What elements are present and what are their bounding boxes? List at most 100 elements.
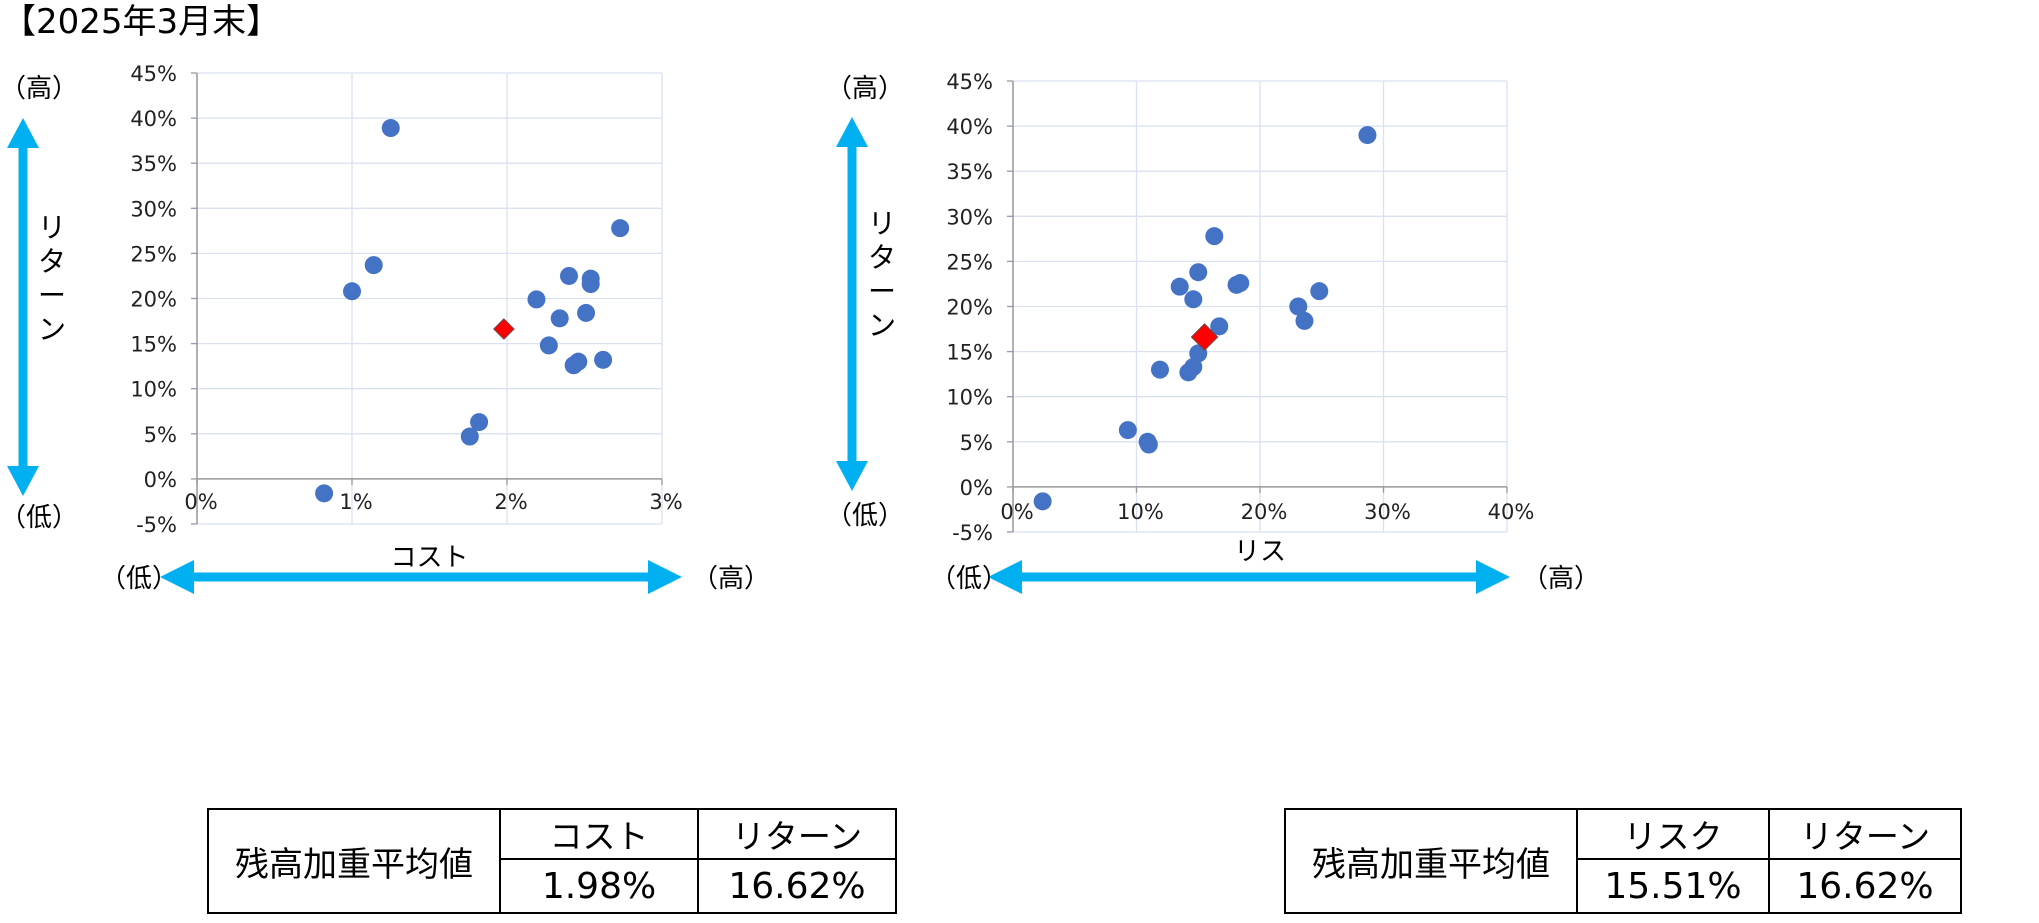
vertical-high-label: （高） [826,74,904,104]
vertical-low-label: （低） [826,501,904,531]
y-tick-label: 5% [960,431,993,455]
arrow-down-icon [836,461,868,491]
x-tick-label: 20% [1241,500,1288,524]
data-point [1150,360,1169,379]
data-point [1033,492,1052,511]
data-point [594,350,613,369]
data-point [1205,227,1224,246]
arrow-up-icon [836,117,868,147]
weighted-average-point [493,318,515,340]
value-cost: 1.98% [499,858,699,914]
page-title: 【2025年3月末】 [2,2,281,42]
y-tick-label: 10% [946,386,993,410]
y-tick-label: 35% [946,160,993,184]
data-point [560,266,578,285]
x-tick-label: 0% [184,490,217,514]
horizontal-high-label: （高） [692,564,770,594]
summary-table-cost: 残高加重平均値 コスト リターン 1.98% 16.62% [207,808,897,914]
data-point [1295,311,1314,330]
data-point [1184,290,1203,309]
data-point [343,282,361,301]
data-point [315,484,334,503]
data-point [1358,126,1377,145]
header-return: リターン [697,808,897,860]
arrow-up-icon [7,118,39,148]
y-tick-label: 40% [130,107,177,131]
x-tick-label: 0% [1000,500,1033,524]
x-tick-label: 2% [494,490,527,514]
x-tick-label: 10% [1117,500,1164,524]
value-return: 16.62% [697,858,897,914]
data-point [611,219,630,238]
y-tick-label: 25% [946,250,993,274]
y-tick-label: 45% [946,70,993,94]
horizontal-low-label: （低） [930,564,1008,594]
data-point [460,427,479,446]
data-point [577,303,596,322]
x-tick-label: 3% [649,490,682,514]
arrow-left-icon [160,560,194,594]
row-header: 残高加重平均値 [207,808,501,914]
arrow-right-icon [1476,560,1510,594]
horizontal-low-label: （低） [100,564,178,594]
horizontal-high-label: （高） [1522,564,1600,594]
data-point [581,275,600,294]
scatter-chart-cost-return: -5%0%5%10%15%20%25%30%35%40%45%0% 1% 2% 3% … [0,62,770,594]
value-return: 16.62% [1768,858,1962,914]
data-point [470,413,489,432]
data-point [1310,282,1329,301]
x-tick-label: 1% [339,490,372,514]
vertical-low-label: （低） [0,503,78,533]
y-tick-label: 15% [946,341,993,365]
y-tick-label: 0% [960,476,993,500]
y-tick-label: 20% [130,288,177,312]
x-tick-label: 30% [1364,500,1411,524]
data-point [539,336,558,355]
y-axis-title: リターン [868,207,896,342]
data-point [1170,277,1189,296]
y-tick-label: 5% [144,423,177,447]
weighted-average-point [1190,323,1219,351]
y-axis-title: リターン [38,211,66,346]
data-point [569,352,588,371]
data-point [1189,263,1208,282]
y-tick-label: 15% [130,333,177,357]
vertical-high-label: （高） [0,74,78,104]
x-axis-title: リス [1234,537,1286,567]
data-point [1118,421,1137,440]
header-risk: リスク [1576,808,1770,860]
data-point [550,309,569,328]
data-point [381,119,400,138]
y-tick-label: 35% [130,152,177,176]
arrow-down-icon [7,466,39,496]
y-tick-label: 40% [946,115,993,139]
data-point [364,256,383,275]
y-tick-label: -5% [136,513,177,537]
arrow-left-icon [988,560,1022,594]
y-tick-label: 10% [130,378,177,402]
y-tick-label: 45% [130,62,177,86]
data-point [1139,435,1158,454]
y-tick-label: 30% [946,205,993,229]
x-axis-title: コスト [390,543,468,573]
chart-panel-risk: -5% 0% 5% 10% 15% 20% 25% 30% 35% 40% 45% 0% 10% 20% 3… [826,0,2039,923]
header-cost: コスト [499,808,699,860]
data-point [527,290,546,309]
y-tick-label: 20% [946,296,993,320]
chart-panel-cost: -5% 0% 5% 10% 15% 20% 25% 30% 35% 40% 45% 0% 1% 2% 3% … [0,0,1000,923]
value-risk: 15.51% [1576,858,1770,914]
data-point [1184,357,1203,376]
row-header: 残高加重平均値 [1284,808,1578,914]
x-tick-label: 40% [1488,500,1535,524]
data-point [1289,297,1308,316]
header-return: リターン [1768,808,1962,860]
y-tick-label: 0% [144,468,177,492]
summary-table-risk: 残高加重平均値 リスク リターン 15.51% 16.62% [1284,808,1962,914]
y-tick-label: -5% [952,521,993,545]
data-point [1210,317,1229,336]
data-point [1231,274,1250,293]
y-tick-label: 25% [130,242,177,266]
arrow-right-icon [648,560,682,594]
y-tick-label: 30% [130,197,177,221]
scatter-chart-risk-return: -5% 0% 5% 10% 15% 20% 25% 30% 35% 40% 45% 0% 10% 20% 3… [826,70,1600,594]
